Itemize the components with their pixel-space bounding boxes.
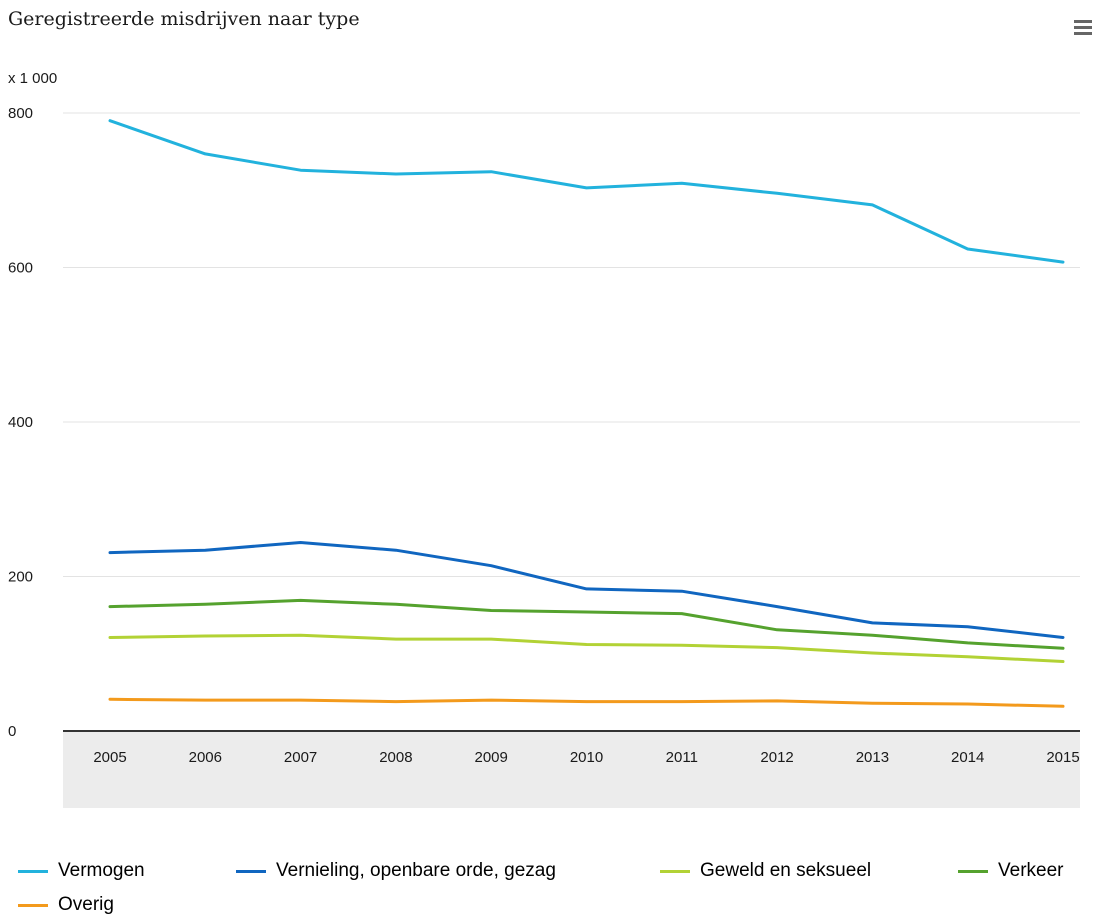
x-tick-label: 2008: [379, 749, 412, 766]
series-line-1: [108, 119, 1065, 264]
chart-title: Geregistreerde misdrijven naar type: [8, 8, 360, 30]
x-tick-label: 2012: [760, 749, 793, 766]
x-tick-label: 2014: [951, 749, 984, 766]
legend-label: Vernieling, openbare orde, gezag: [276, 860, 556, 881]
menu-bar: [1074, 26, 1092, 29]
legend-item[interactable]: Overig: [18, 894, 114, 916]
y-tick-label: 800: [8, 105, 33, 122]
legend-swatch: [660, 869, 690, 873]
hamburger-menu-icon[interactable]: [1072, 20, 1094, 40]
legend-item[interactable]: Vernieling, openbare orde, gezag: [236, 860, 556, 882]
legend-item[interactable]: Vermogen: [18, 860, 145, 882]
x-tick-label: 2013: [856, 749, 889, 766]
x-tick-label: 2009: [475, 749, 508, 766]
series-line-4: [108, 598, 1065, 650]
y-tick-label: 600: [8, 260, 33, 277]
legend-item[interactable]: Verkeer: [958, 860, 1063, 882]
menu-bar: [1074, 20, 1092, 23]
legend-item[interactable]: Geweld en seksueel: [660, 860, 871, 882]
legend-swatch: [18, 869, 48, 873]
x-axis-band: [63, 731, 1080, 808]
series-line-5: [108, 697, 1065, 708]
series-line-2: [108, 541, 1065, 639]
y-tick-label: 400: [8, 414, 33, 431]
x-tick-label: 2010: [570, 749, 603, 766]
menu-bar: [1074, 32, 1092, 35]
x-tick-label: 2005: [93, 749, 126, 766]
x-tick-label: 2015: [1046, 749, 1079, 766]
y-axis-unit-label: x 1 000: [8, 70, 58, 87]
series-line-3: [108, 633, 1065, 663]
legend-swatch: [958, 869, 988, 873]
y-tick-label: 0: [8, 723, 16, 740]
x-tick-label: 2006: [189, 749, 222, 766]
y-tick-label: 200: [8, 569, 33, 586]
legend-label: Geweld en seksueel: [700, 860, 872, 881]
legend-swatch: [236, 869, 266, 873]
legend-label: Vermogen: [58, 860, 145, 881]
line-chart: 0 200 400 600 800 2005 2006 2007 2008 2009 2010 201…: [8, 105, 1080, 808]
x-tick-label: 2007: [284, 749, 317, 766]
x-tick-label: 2011: [666, 749, 698, 766]
legend-label: Verkeer: [998, 860, 1064, 881]
legend-swatch: [18, 903, 48, 907]
legend-label: Overig: [58, 894, 114, 915]
